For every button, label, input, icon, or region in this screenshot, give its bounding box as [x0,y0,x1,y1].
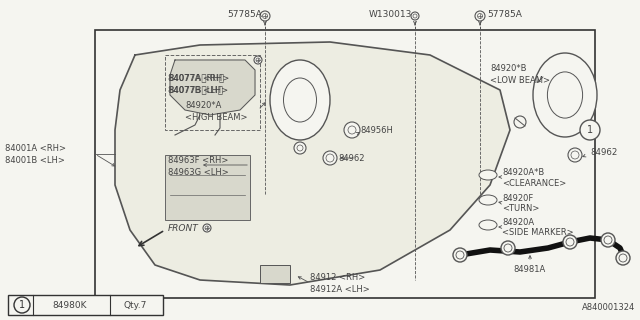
Circle shape [568,148,582,162]
Text: 84912 <RH>: 84912 <RH> [310,274,365,283]
Text: 84956H: 84956H [360,125,393,134]
Circle shape [256,58,260,62]
Text: Qty.7: Qty.7 [124,300,147,309]
Bar [165,55,260,130]
Circle shape [323,151,337,165]
Circle shape [260,11,270,21]
Text: FRONT: FRONT [168,223,199,233]
Text: <SIDE MARKER>: <SIDE MARKER> [502,228,573,236]
Circle shape [601,233,615,247]
Circle shape [477,13,483,19]
Circle shape [616,251,630,265]
Text: 84077B <LH>: 84077B <LH> [168,85,228,94]
Circle shape [580,120,600,140]
Text: 84920*B: 84920*B [490,63,527,73]
Circle shape [205,226,209,230]
Text: 84980K: 84980K [52,300,87,309]
Text: 84001A <RH>: 84001A <RH> [5,143,66,153]
Ellipse shape [533,53,597,137]
Polygon shape [170,60,255,115]
Text: 57785A: 57785A [227,10,262,19]
Bar [260,265,290,283]
Text: 84001B <LH>: 84001B <LH> [5,156,65,164]
Text: <CLEARANCE>: <CLEARANCE> [502,179,566,188]
Ellipse shape [479,220,497,230]
Text: 84077A <RH>: 84077A <RH> [168,74,229,83]
Circle shape [411,12,419,20]
Circle shape [14,297,30,313]
Text: W130013: W130013 [369,10,412,19]
Ellipse shape [270,60,330,140]
Bar [165,155,250,220]
Text: 84920F: 84920F [502,194,533,203]
Text: 84981A: 84981A [514,266,546,275]
Circle shape [297,145,303,151]
Text: A840001324: A840001324 [582,303,635,312]
Circle shape [413,14,417,18]
Polygon shape [115,42,510,285]
Text: 84077A〈RH〉: 84077A〈RH〉 [168,74,224,83]
Text: 57785A: 57785A [487,10,522,19]
Circle shape [604,236,612,244]
Circle shape [566,238,574,246]
Text: 84963F <RH>: 84963F <RH> [168,156,228,164]
Bar [95,30,595,298]
Circle shape [203,224,211,232]
Text: 84962: 84962 [590,148,618,156]
Text: 84920A: 84920A [502,218,534,227]
Text: <LOW BEAM>: <LOW BEAM> [490,76,550,84]
Text: 84077B〈LH〉: 84077B〈LH〉 [168,85,223,94]
Text: 84920A*B: 84920A*B [502,167,544,177]
Circle shape [501,241,515,255]
Circle shape [294,142,306,154]
Circle shape [619,254,627,262]
Circle shape [475,11,485,21]
Text: 84963G <LH>: 84963G <LH> [168,167,228,177]
Text: 1: 1 [587,125,593,135]
Circle shape [571,151,579,159]
Bar [8,295,163,315]
Circle shape [514,116,526,128]
Text: 1: 1 [19,300,25,310]
Text: <HIGH BEAM>: <HIGH BEAM> [185,113,248,122]
Circle shape [453,248,467,262]
Circle shape [254,56,262,64]
Circle shape [504,244,512,252]
Circle shape [563,235,577,249]
Text: 84962: 84962 [338,154,365,163]
Text: <TURN>: <TURN> [502,204,540,212]
Ellipse shape [479,170,497,180]
Text: 84912A <LH>: 84912A <LH> [310,285,370,294]
Ellipse shape [547,72,582,118]
Circle shape [348,126,356,134]
Circle shape [344,122,360,138]
Ellipse shape [479,195,497,205]
Circle shape [456,251,464,259]
Text: 84920*A: 84920*A [185,100,221,109]
Circle shape [262,13,268,19]
Ellipse shape [284,78,317,122]
Circle shape [326,154,334,162]
